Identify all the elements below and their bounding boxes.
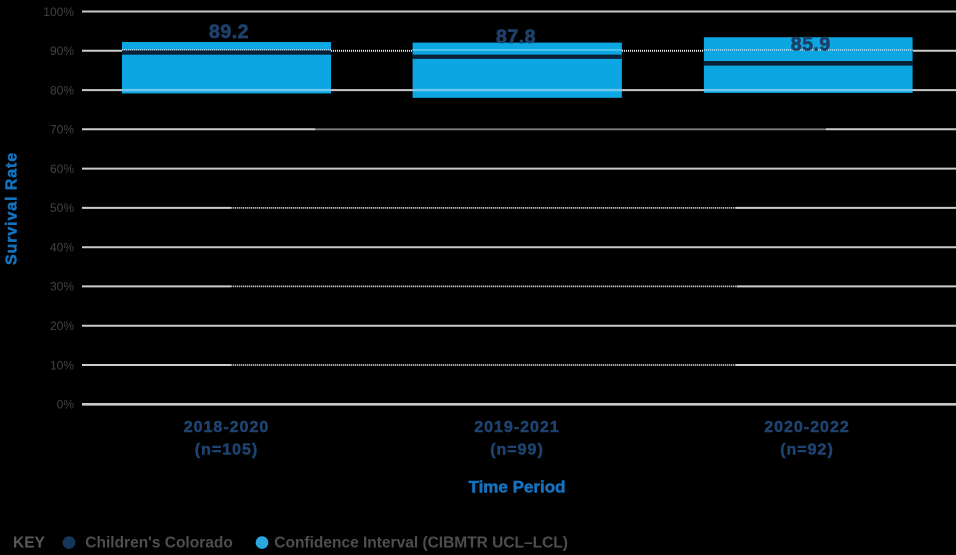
svg-text:70%: 70% [50,123,74,137]
svg-text:2020-2022: 2020-2022 [764,419,850,436]
svg-text:40%: 40% [50,241,74,255]
svg-text:Confidence Interval (CIBMTR UC: Confidence Interval (CIBMTR UCL–LCL) [274,535,568,552]
svg-text:89.2: 89.2 [209,21,249,43]
svg-text:80%: 80% [50,83,74,97]
svg-text:KEY: KEY [13,535,46,552]
svg-text:30%: 30% [50,280,74,294]
svg-text:85.9: 85.9 [791,33,831,55]
svg-text:0%: 0% [57,398,75,412]
svg-text:2019-2021: 2019-2021 [474,419,560,436]
svg-text:(n=105): (n=105) [195,442,258,459]
svg-text:Survival Rate: Survival Rate [4,152,21,265]
svg-text:100%: 100% [43,5,74,19]
svg-text:Time Period: Time Period [469,477,566,496]
svg-text:Children's Colorado: Children's Colorado [85,535,233,552]
svg-text:90%: 90% [50,44,74,58]
svg-text:87.8: 87.8 [496,26,536,48]
svg-text:20%: 20% [50,319,74,333]
svg-text:10%: 10% [50,358,74,372]
svg-text:60%: 60% [50,162,74,176]
svg-text:50%: 50% [50,201,74,215]
svg-text:2018-2020: 2018-2020 [184,419,270,436]
svg-text:(n=92): (n=92) [780,442,834,459]
svg-text:(n=99): (n=99) [490,442,544,459]
